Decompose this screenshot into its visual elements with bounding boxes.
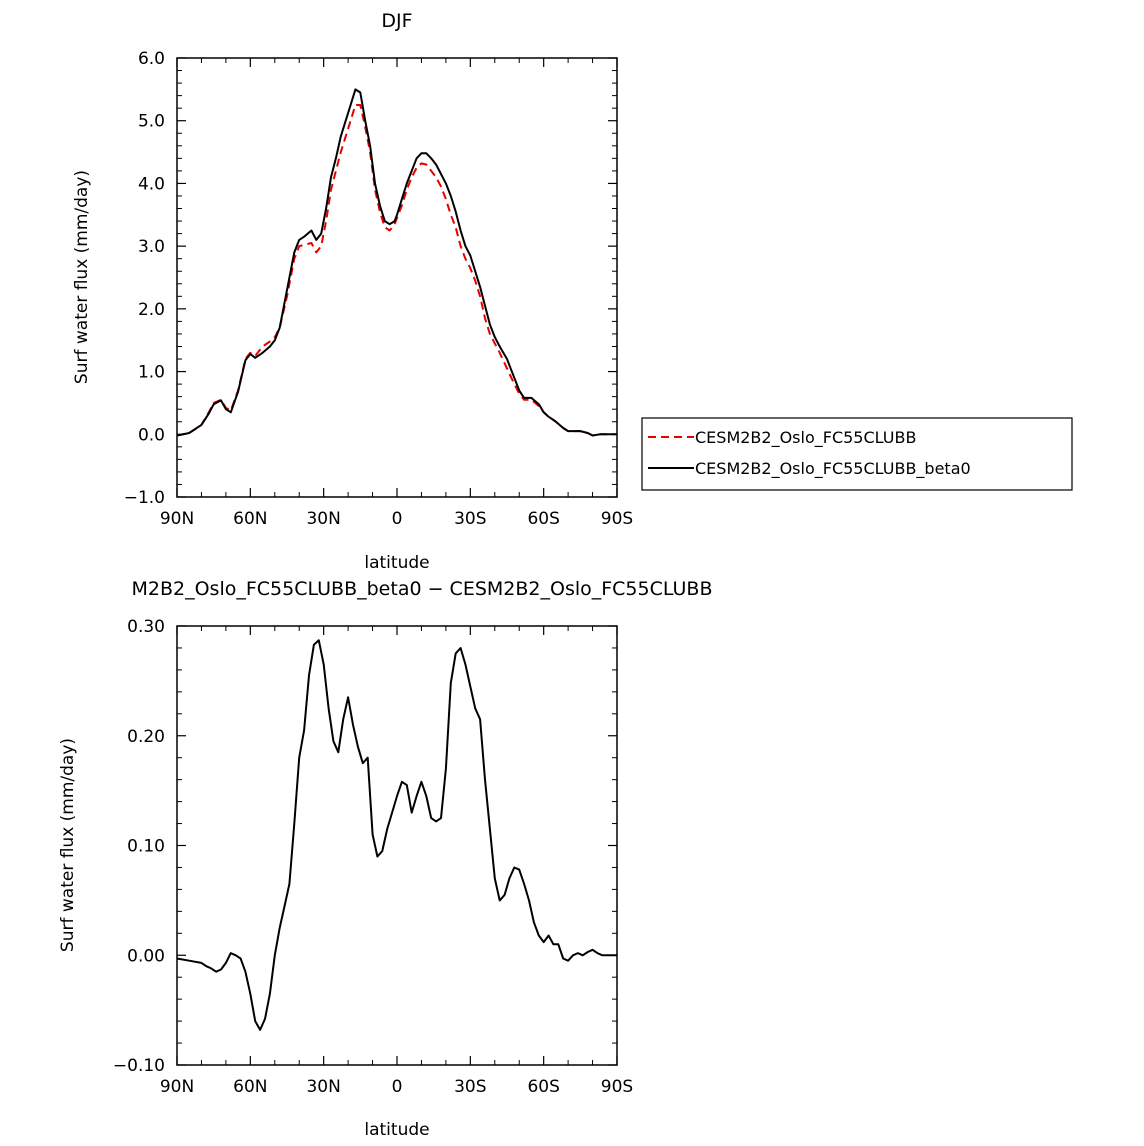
bottom-x-tick-label: 30S: [454, 1077, 486, 1097]
top-y-tick-label: −1.0: [124, 488, 165, 508]
bottom-y-tick-label: 0.30: [127, 617, 165, 637]
top-x-tick-label: 60N: [233, 509, 267, 529]
bottom-axis-ticks: 90N 60N 30N 0 30S 60S 90S −0.10 0.00 0.10 0.20 0.30: [113, 617, 633, 1097]
top-series-line-2: [176, 88, 617, 437]
top-y-tick-label: 5.0: [138, 112, 165, 132]
top-y-tick-label: 4.0: [138, 174, 165, 194]
legend-label-series-2: CESM2B2_Oslo_FC55CLUBB_beta0: [695, 459, 971, 479]
top-x-tick-label: 60S: [527, 509, 559, 529]
top-y-tick-label: 1.0: [138, 363, 165, 383]
legend-label-series-1: CESM2B2_Oslo_FC55CLUBB: [695, 428, 916, 448]
top-y-tick-label: 0.0: [138, 425, 165, 445]
top-y-tick-label: 3.0: [138, 237, 165, 257]
bottom-y-tick-label: 0.20: [127, 727, 165, 747]
top-x-tick-label: 30N: [306, 509, 340, 529]
top-panel: DJF 90N 60N 30N 0 30S 60S 90S −1.0 0.0 1.0 2.0 3.0 4…: [72, 10, 1073, 573]
bottom-x-axis-title: latitude: [364, 1120, 429, 1140]
top-y-tick-label: 6.0: [138, 49, 165, 69]
top-x-axis-title: latitude: [364, 553, 429, 573]
bottom-series-line-1: [176, 639, 617, 1031]
bottom-x-tick-label: 0: [392, 1077, 403, 1097]
bottom-series-group: [176, 639, 617, 1031]
bottom-plot-frame: [176, 625, 618, 1066]
top-chart-title: DJF: [381, 10, 412, 32]
bottom-x-tick-label: 90S: [601, 1077, 633, 1097]
top-y-tick-label: 2.0: [138, 300, 165, 320]
bottom-x-tick-label: 60S: [527, 1077, 559, 1097]
top-x-tick-label: 90N: [160, 509, 194, 529]
legend-box: [641, 417, 1073, 491]
bottom-chart-title: M2B2_Oslo_FC55CLUBB_beta0 − CESM2B2_Oslo…: [132, 578, 713, 600]
top-plot-frame: [176, 57, 618, 498]
bottom-y-tick-label: −0.10: [113, 1056, 165, 1076]
top-series-group: [176, 88, 617, 437]
bottom-y-tick-label: 0.00: [127, 946, 165, 966]
bottom-x-tick-label: 60N: [233, 1077, 267, 1097]
bottom-panel: M2B2_Oslo_FC55CLUBB_beta0 − CESM2B2_Oslo…: [58, 578, 713, 1140]
bottom-x-tick-label: 30N: [306, 1077, 340, 1097]
top-x-tick-label: 30S: [454, 509, 486, 529]
bottom-y-tick-label: 0.10: [127, 837, 165, 857]
bottom-x-tick-label: 90N: [160, 1077, 194, 1097]
top-series-line-1: [176, 104, 617, 437]
bottom-y-axis-title: Surf water flux (mm/day): [58, 738, 78, 952]
top-x-tick-label: 90S: [601, 509, 633, 529]
legend: CESM2B2_Oslo_FC55CLUBB CESM2B2_Oslo_FC55…: [641, 417, 1073, 491]
top-y-axis-title: Surf water flux (mm/day): [72, 170, 92, 384]
top-x-tick-label: 0: [392, 509, 403, 529]
top-axis-ticks: 90N 60N 30N 0 30S 60S 90S −1.0 0.0 1.0 2.0 3.0 4.0 5.…: [124, 49, 634, 529]
